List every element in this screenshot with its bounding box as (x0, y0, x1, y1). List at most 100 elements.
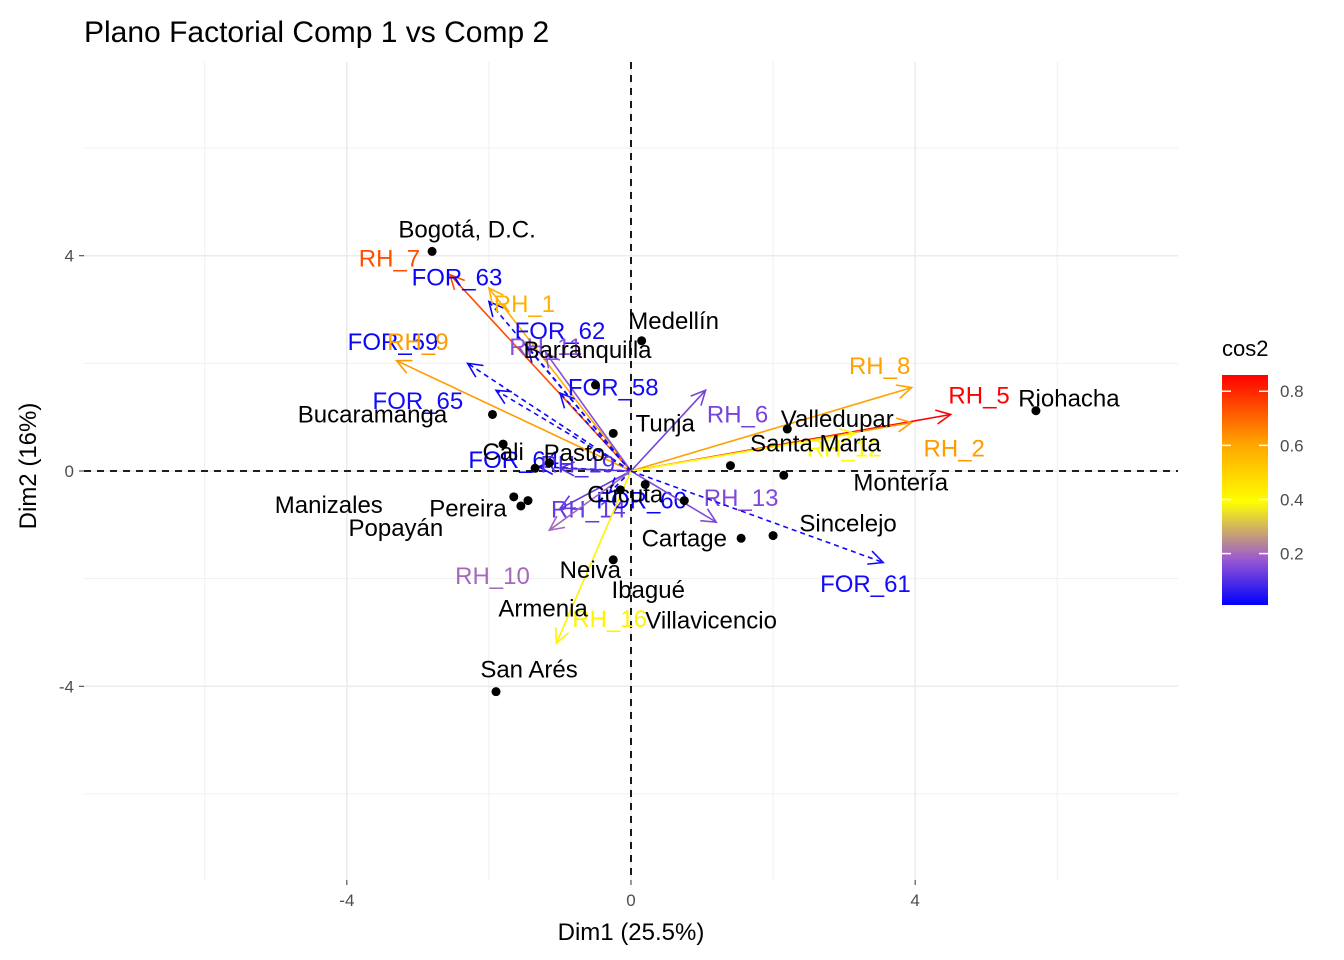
y-tick-label: 0 (65, 462, 74, 481)
variable-arrow-line (555, 470, 632, 644)
individual-point (487, 409, 497, 419)
y-tick-label: 4 (65, 247, 74, 266)
individual-label: Medellín (628, 308, 719, 335)
x-tick-label: 4 (910, 891, 919, 910)
variable-label: RH_5 (948, 383, 1009, 410)
variable-label: FOR_63 (412, 264, 503, 291)
variable-label: FOR_59 (348, 329, 439, 356)
variable-arrow-line (449, 274, 632, 472)
individual-label: Popayán (349, 515, 444, 542)
variable-arrow-line (488, 287, 632, 472)
variable-arrow-head (494, 389, 513, 405)
variable-label: RH_6 (707, 401, 768, 428)
variable-arrow-head (895, 384, 914, 399)
variable-label: RH_8 (849, 353, 910, 380)
variable-arrow-head (526, 345, 543, 363)
individual-label: Sincelejo (799, 511, 896, 538)
individual-point (427, 246, 437, 256)
variable-arrow-head (839, 428, 857, 444)
variable-arrow-line (630, 470, 717, 523)
variable-arrow-head (867, 550, 885, 565)
legend-tick-label: 0.4 (1280, 490, 1304, 509)
variable-label: RH_10 (455, 563, 530, 590)
y-axis-title: Dim2 (16%) (15, 403, 42, 530)
variable-arrow-line (630, 432, 855, 472)
variable-arrow-head (544, 351, 561, 369)
variable-arrow-head (487, 300, 504, 318)
variable-arrow-head (558, 461, 575, 477)
individual-label: Tunja (636, 410, 696, 437)
legend-title: cos2 (1222, 336, 1268, 361)
individual-label: Villavicencio (645, 607, 777, 634)
variable-arrow-head (547, 515, 566, 532)
variable-arrow-head (448, 273, 466, 291)
x-tick-label: 0 (626, 891, 635, 910)
individual-point (768, 531, 778, 541)
individual-label: Bogotá, D.C. (398, 216, 535, 243)
individual-point (608, 555, 618, 565)
individual-label: Santa Marta (750, 431, 881, 458)
variable-label: FOR_64 (468, 447, 559, 474)
variable-arrow-line (545, 352, 632, 472)
variable-label: RH_16 (572, 606, 647, 633)
variable-arrow-line (467, 362, 632, 472)
individual-label: Cali (482, 439, 523, 466)
individual-point (498, 439, 508, 449)
legend-tick-label: 0.8 (1280, 382, 1304, 401)
individual-label: Ibagué (612, 577, 685, 604)
variable-label: RH_13 (704, 485, 779, 512)
legend-colorbar (1222, 375, 1268, 605)
variable-label: RH_2 (924, 435, 985, 462)
variable-arrow-line (630, 389, 707, 472)
individual-label: Manizales (275, 492, 383, 519)
variable-label: RH_1 (494, 291, 555, 318)
variable-label: RH_7 (359, 245, 420, 272)
variable-label: FOR_65 (373, 388, 464, 415)
individual-point (736, 533, 746, 543)
variable-label: FOR_58 (568, 375, 659, 402)
individual-label: Cartage (642, 526, 727, 553)
individual-label: Armenia (498, 595, 588, 622)
variable-arrow-head (394, 359, 413, 374)
variable-arrow-head (558, 495, 576, 510)
individual-label: Barranquilla (523, 337, 652, 364)
variable-arrow-head (487, 286, 504, 304)
individual-point (615, 485, 625, 495)
individual-label: Pereira (429, 496, 507, 523)
variable-arrow-head (935, 409, 953, 425)
individual-point (516, 501, 526, 511)
individual-point (544, 458, 554, 468)
individual-point (523, 496, 533, 506)
variable-arrow-line (396, 359, 632, 472)
variable-arrow-head (558, 391, 576, 409)
variable-label: FOR_60 (596, 488, 687, 515)
x-axis-title: Dim1 (25.5%) (558, 919, 705, 946)
individual-point (725, 461, 735, 471)
individual-point (1031, 406, 1041, 416)
variable-arrow-head (700, 508, 718, 524)
legend-tick-label: 0.6 (1280, 436, 1304, 455)
cos2-legend: cos2 0.2 0.4 0.6 0.8 (1222, 336, 1304, 605)
variable-label: RH_11 (509, 334, 582, 361)
individual-label: Valledupar (781, 406, 894, 433)
variable-label: FOR_61 (820, 571, 911, 598)
chart-title: Plano Factorial Comp 1 vs Comp 2 (84, 16, 549, 49)
variable-label: FOR_62 (515, 318, 606, 345)
variable-label: RH_9 (387, 329, 448, 356)
individual-point (640, 479, 650, 489)
individual-point (491, 687, 501, 697)
variable-arrow-head (554, 627, 570, 645)
variable-arrow-line (559, 467, 632, 472)
variable-arrow-line (559, 470, 632, 510)
variable-arrow-line (548, 470, 632, 531)
variable-arrow-head (896, 417, 914, 433)
individual-point (608, 428, 618, 438)
x-tick-label: -4 (339, 891, 354, 910)
legend-tick-label: 0.2 (1280, 545, 1304, 564)
variable-arrow-head (466, 362, 484, 378)
variable-arrow-line (630, 386, 912, 472)
individual-label: Pasto (544, 440, 605, 467)
